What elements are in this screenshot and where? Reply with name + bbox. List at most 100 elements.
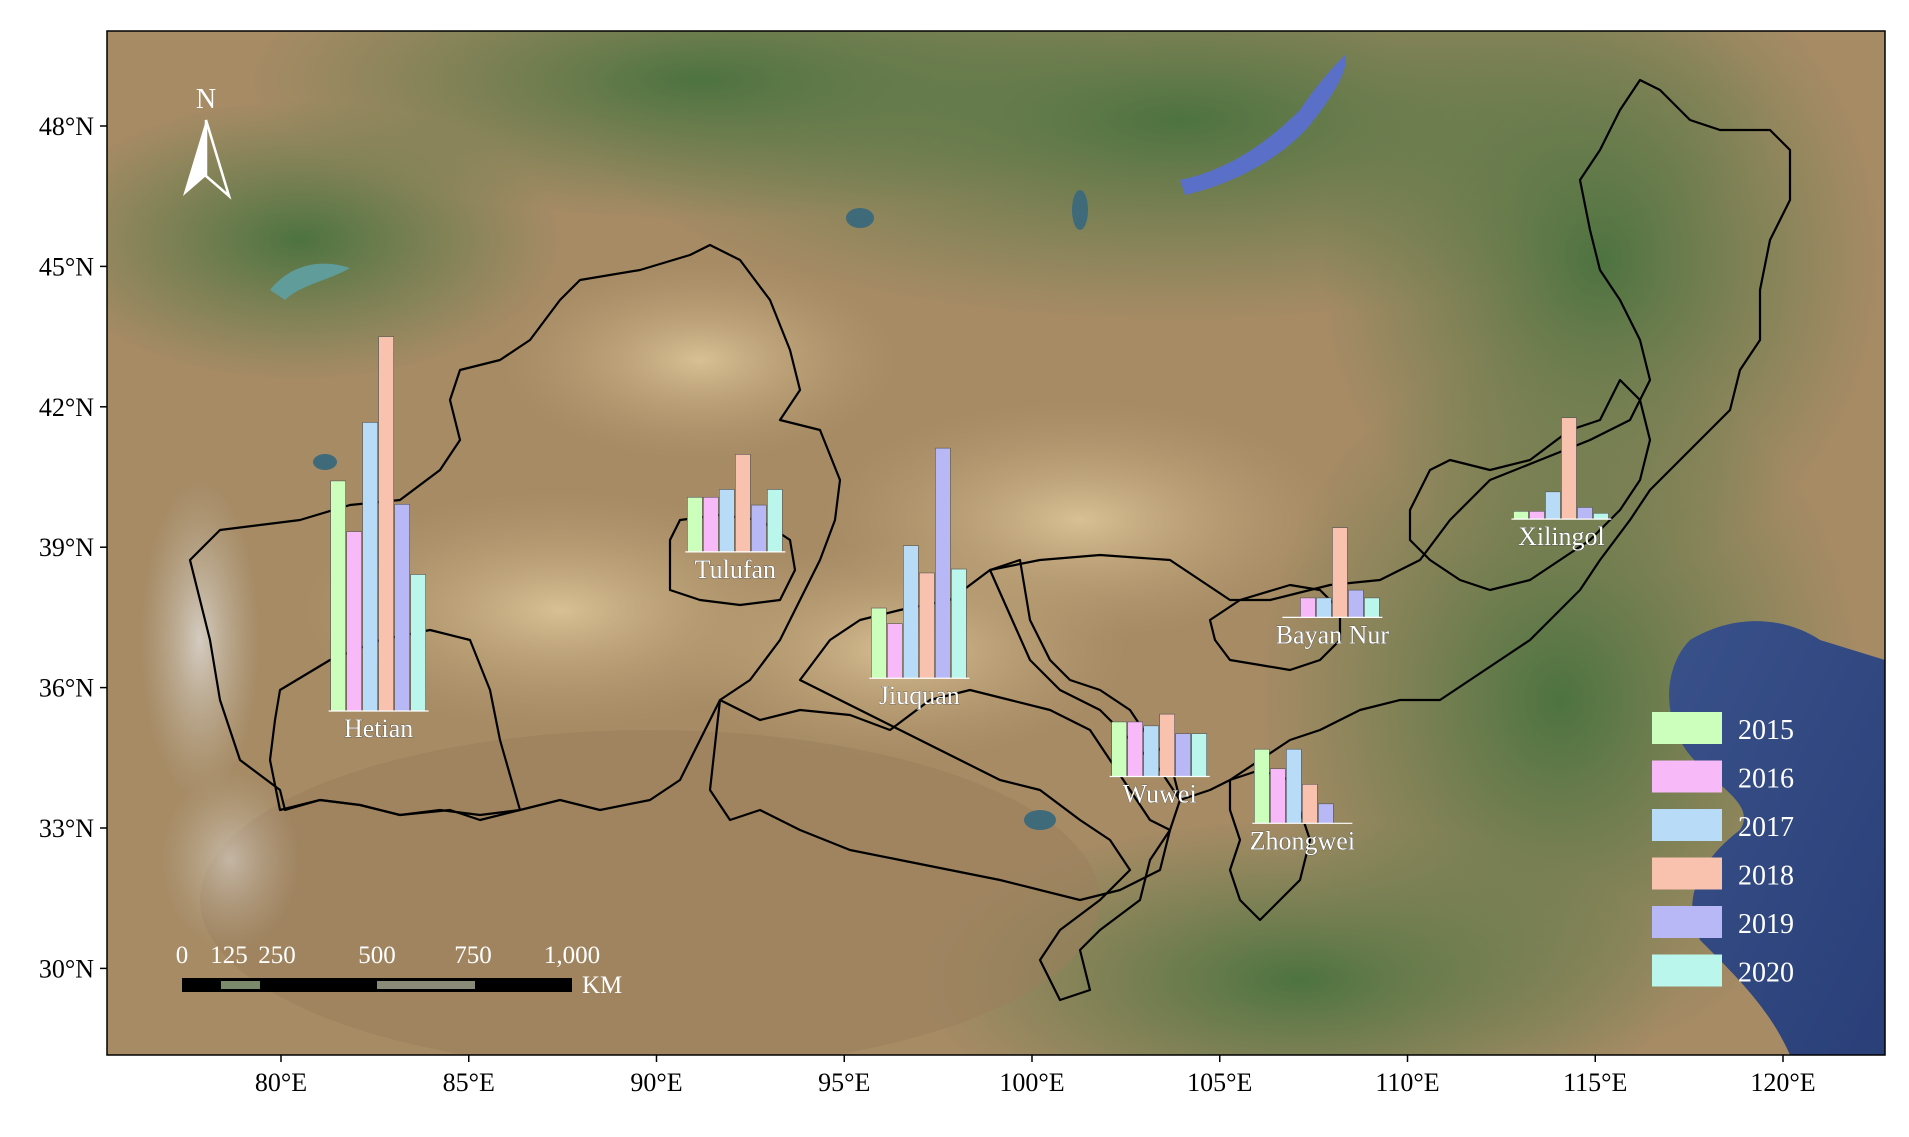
legend-swatch-2016	[1652, 760, 1722, 793]
lon-label: 80°E	[255, 1068, 307, 1097]
bar-2015	[687, 496, 703, 553]
region-label: Bayan Nur	[1276, 620, 1390, 649]
lat-label: 42°N	[39, 393, 94, 422]
bar-2017	[719, 489, 735, 553]
bar-2019	[394, 503, 410, 712]
scale-label-750: 750	[454, 942, 492, 969]
bar-2018	[735, 454, 751, 553]
legend-swatch-2019	[1652, 906, 1722, 938]
scale-label-500: 500	[358, 942, 396, 969]
bar-2020	[1364, 597, 1380, 618]
region-bar-charts: Hetian Tulufan Jiuquan Bayan Nur Xilingol Wuw…	[328, 336, 1612, 856]
region-chart: Xilingol	[1511, 417, 1612, 551]
bar-2019	[751, 504, 767, 553]
bar-2017	[362, 422, 378, 712]
bar-2020	[951, 568, 967, 679]
latitude-axis: 48°N 45°N 42°N 39°N 36°N 33°N 30°N	[39, 112, 107, 983]
region-chart: Zhongwei	[1249, 748, 1355, 856]
bar-2016	[703, 496, 719, 553]
bar-2018	[1302, 784, 1318, 824]
region-label: Jiuquan	[879, 681, 960, 710]
lon-label: 115°E	[1563, 1068, 1627, 1097]
legend-label-2020: 2020	[1738, 958, 1794, 989]
bar-2016	[1300, 597, 1316, 618]
lon-label: 120°E	[1750, 1068, 1815, 1097]
bar-2017	[1143, 725, 1159, 777]
bar-2018	[378, 336, 394, 712]
bar-2019	[1577, 507, 1593, 520]
bar-2018	[1159, 713, 1175, 777]
bar-2020	[767, 489, 783, 553]
scale-unit: KM	[582, 972, 622, 999]
boundary-inner-mongolia	[988, 78, 1792, 802]
boundary-xilingol	[1408, 378, 1652, 592]
bar-2017	[1286, 748, 1302, 824]
legend-label-2019: 2019	[1738, 909, 1794, 940]
lon-label: 100°E	[999, 1068, 1064, 1097]
lon-label: 105°E	[1187, 1068, 1252, 1097]
lat-label: 30°N	[39, 954, 94, 983]
bar-2016	[1529, 511, 1545, 520]
bar-2017	[1316, 597, 1332, 618]
bar-2019	[1318, 803, 1334, 824]
bar-2016	[1270, 768, 1286, 824]
legend-swatch-2017	[1652, 809, 1722, 841]
map-background	[107, 31, 1885, 1055]
bar-2015	[1513, 511, 1529, 520]
lon-label: 85°E	[443, 1068, 495, 1097]
boundary-hetian	[268, 628, 522, 817]
bar-2019	[1348, 589, 1364, 618]
bar-2019	[935, 447, 951, 679]
bar-2020	[410, 574, 426, 712]
lon-label: 90°E	[630, 1068, 682, 1097]
boundary-gansu	[798, 558, 1182, 1002]
bar-2018	[1332, 527, 1348, 618]
bar-2018	[1561, 417, 1577, 520]
bar-2015	[1254, 748, 1270, 824]
scale-label-0: 0	[176, 942, 189, 969]
bar-2016	[887, 623, 903, 679]
north-arrow-icon	[183, 120, 206, 196]
longitude-axis: 80°E 85°E 90°E 95°E 100°E 105°E 110°E 115°E 120°…	[255, 1055, 1816, 1097]
scale-bar: 0 125 250 500 750 1,000 KM	[176, 942, 623, 999]
bar-2017	[1545, 491, 1561, 520]
region-label: Hetian	[344, 714, 413, 743]
boundary-bayan-nur	[1208, 583, 1342, 672]
bar-2015	[330, 480, 346, 712]
region-label: Tulufan	[695, 555, 776, 584]
lon-label: 95°E	[818, 1068, 870, 1097]
scale-label-125: 125	[210, 942, 248, 969]
legend-label-2018: 2018	[1738, 861, 1794, 892]
region-label: Zhongwei	[1250, 826, 1355, 855]
bar-2015	[871, 607, 887, 679]
legend-swatch-2015	[1652, 712, 1722, 744]
bar-2017	[903, 545, 919, 679]
region-label: Wuwei	[1123, 780, 1197, 809]
region-chart: Bayan Nur	[1275, 527, 1390, 650]
north-label: N	[196, 84, 216, 115]
lat-label: 33°N	[39, 814, 94, 843]
legend-label-2015: 2015	[1738, 715, 1794, 746]
map-frame	[106, 30, 1886, 1056]
legend-swatch-2020	[1652, 954, 1722, 987]
region-chart: Tulufan	[685, 454, 786, 584]
region-chart: Jiuquan	[869, 447, 970, 711]
lat-label: 45°N	[39, 252, 94, 281]
region-chart: Wuwei	[1109, 713, 1210, 809]
north-arrow: N	[183, 84, 232, 200]
lat-label: 48°N	[39, 112, 94, 141]
legend: 2015 2016 2017 2018 2019 2020	[1652, 712, 1794, 989]
lon-label: 110°E	[1375, 1068, 1439, 1097]
legend-swatch-2018	[1652, 857, 1722, 890]
bar-2020	[1593, 512, 1609, 520]
lat-label: 39°N	[39, 533, 94, 562]
legend-label-2016: 2016	[1738, 764, 1794, 795]
lat-label: 36°N	[39, 674, 94, 703]
region-label: Xilingol	[1518, 522, 1605, 551]
bar-2020	[1191, 733, 1207, 777]
scale-label-1000: 1,000	[544, 942, 600, 969]
bar-2019	[1175, 733, 1191, 777]
bar-2015	[1111, 721, 1127, 777]
